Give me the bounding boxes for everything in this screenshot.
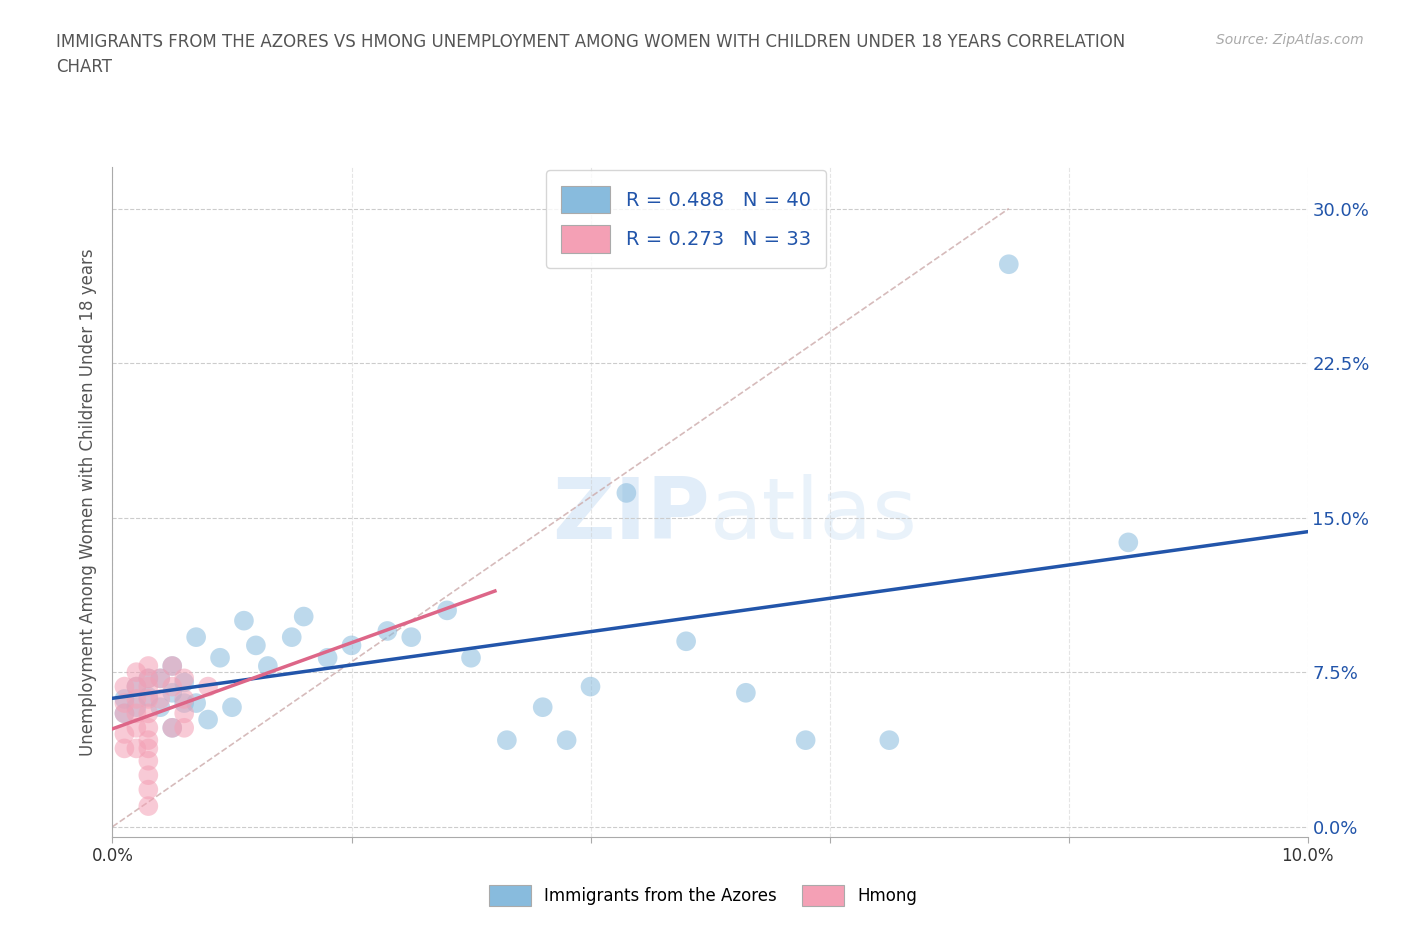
Point (162, 679, 183, 694)
Point (125, 692, 148, 707)
Y-axis label: Unemployment Among Women with Children Under 18 years: Unemployment Among Women with Children U… (79, 248, 97, 756)
Point (221, 699, 243, 714)
Point (281, 630, 304, 644)
Point (208, 650, 231, 665)
Legend: R = 0.488   N = 40, R = 0.273   N = 33: R = 0.488 N = 40, R = 0.273 N = 33 (546, 170, 827, 268)
Text: IMMIGRANTS FROM THE AZORES VS HMONG UNEMPLOYMENT AMONG WOMEN WITH CHILDREN UNDER: IMMIGRANTS FROM THE AZORES VS HMONG UNEM… (56, 33, 1125, 50)
Point (138, 706, 160, 721)
Point (173, 675, 195, 690)
Point (436, 603, 458, 618)
Point (162, 721, 183, 736)
Point (125, 741, 148, 756)
Point (496, 733, 519, 748)
Point (149, 671, 172, 685)
Point (138, 768, 160, 783)
Point (377, 623, 399, 638)
Point (531, 699, 554, 714)
Point (138, 658, 160, 673)
Point (114, 726, 135, 741)
Point (138, 721, 160, 736)
Point (125, 679, 148, 694)
Text: CHART: CHART (56, 58, 112, 75)
Point (173, 721, 195, 736)
Point (735, 685, 758, 700)
Point (162, 721, 183, 736)
Point (340, 638, 363, 653)
Point (186, 630, 208, 644)
Point (877, 733, 901, 748)
Point (149, 699, 172, 714)
Point (114, 679, 135, 694)
Point (138, 692, 160, 707)
Point (138, 679, 160, 694)
Point (114, 706, 135, 721)
Point (292, 609, 315, 624)
Point (186, 696, 208, 711)
Text: ZIP: ZIP (553, 474, 710, 557)
Point (197, 712, 219, 727)
Point (162, 685, 183, 700)
Point (114, 692, 135, 707)
Point (401, 630, 423, 644)
Point (173, 706, 195, 721)
Point (675, 634, 697, 649)
Point (555, 733, 578, 748)
Point (125, 721, 148, 736)
Point (125, 699, 148, 714)
Point (138, 689, 160, 704)
Point (138, 799, 160, 814)
Text: atlas: atlas (710, 474, 918, 557)
Point (614, 485, 637, 500)
Point (114, 741, 135, 756)
Point (138, 733, 160, 748)
Point (114, 696, 135, 711)
Point (125, 679, 148, 694)
Point (998, 257, 1021, 272)
Point (138, 753, 160, 768)
Point (316, 650, 339, 665)
Point (138, 671, 160, 685)
Text: Source: ZipAtlas.com: Source: ZipAtlas.com (1216, 33, 1364, 46)
Point (138, 782, 160, 797)
Point (162, 658, 183, 673)
Point (162, 658, 183, 673)
Point (138, 671, 160, 685)
Point (173, 692, 195, 707)
Point (1118, 535, 1140, 550)
Point (579, 679, 602, 694)
Point (460, 650, 482, 665)
Point (125, 665, 148, 680)
Legend: Immigrants from the Azores, Hmong: Immigrants from the Azores, Hmong (482, 879, 924, 912)
Point (173, 696, 195, 711)
Point (125, 706, 148, 721)
Point (794, 733, 817, 748)
Point (257, 658, 280, 673)
Point (114, 706, 135, 721)
Point (149, 671, 172, 685)
Point (232, 613, 256, 628)
Point (149, 692, 172, 707)
Point (197, 679, 219, 694)
Point (173, 671, 195, 685)
Point (138, 741, 160, 756)
Point (245, 638, 267, 653)
